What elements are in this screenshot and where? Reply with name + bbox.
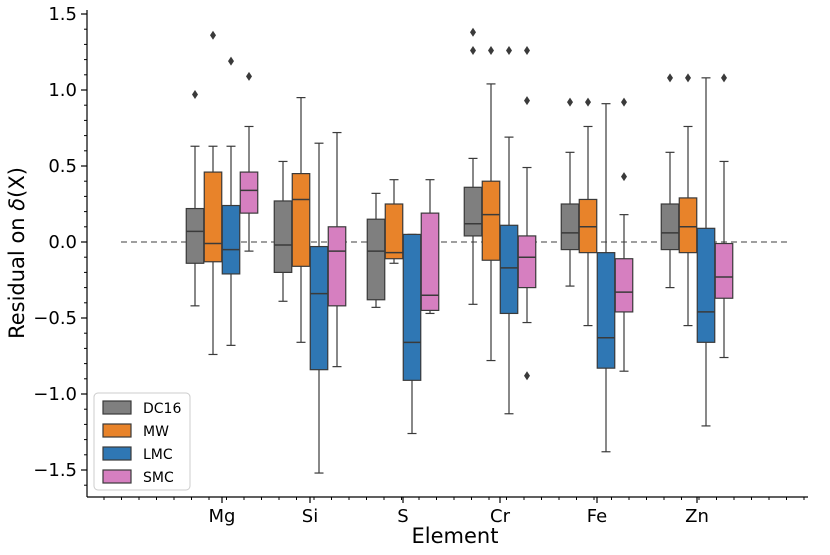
- y-tick-label: 0.0: [48, 232, 77, 253]
- box-iqr: [596, 252, 616, 369]
- plot-area: 1.5 1.0 0.5 0.0 −0.5 −1.0 −1.5 Mg Si S Cr Fe Zn: [33, 4, 808, 527]
- legend-swatch-LMC: [102, 446, 132, 461]
- box-DC16-Mg: [185, 90, 205, 307]
- y-tick-label: −1.5: [33, 460, 77, 481]
- y-tick-label: 1.5: [48, 4, 77, 25]
- x-tick-label: Si: [302, 506, 318, 527]
- legend-swatch-SMC: [102, 469, 132, 484]
- box-iqr: [291, 173, 311, 267]
- box-LMC-Mg: [221, 56, 241, 346]
- outlier-point: [210, 30, 216, 40]
- box-MW-S: [384, 179, 404, 264]
- box-iqr: [402, 233, 422, 381]
- x-tick-label: Cr: [490, 506, 511, 527]
- box-iqr: [678, 197, 698, 254]
- box-LMC-S: [402, 233, 422, 435]
- box-iqr: [273, 200, 293, 274]
- y-tick-label: 0.5: [48, 156, 77, 177]
- box-SMC-S: [420, 179, 440, 315]
- outlier-point: [685, 73, 691, 83]
- box-MW-Cr: [481, 45, 501, 362]
- box-iqr: [203, 171, 223, 263]
- x-axis-title: Element: [412, 524, 499, 548]
- box-SMC-Zn: [714, 73, 734, 359]
- legend-label-DC16: DC16: [143, 401, 181, 417]
- box-iqr: [481, 180, 501, 261]
- x-tick-label: Zn: [685, 506, 709, 527]
- box-iqr: [578, 198, 598, 254]
- y-tick-label: 1.0: [48, 80, 77, 101]
- box-MW-Si: [291, 96, 311, 343]
- box-MW-Zn: [678, 73, 698, 327]
- legend-swatch-DC16: [102, 400, 132, 415]
- legend-label-LMC: LMC: [143, 447, 173, 463]
- box-iqr: [560, 203, 580, 251]
- box-LMC-Zn: [696, 77, 716, 427]
- box-iqr: [499, 224, 519, 315]
- outlier-point: [246, 71, 252, 81]
- outlier-point: [721, 73, 727, 83]
- outlier-point: [621, 97, 627, 107]
- legend-frame: [93, 392, 191, 491]
- outlier-point: [524, 45, 530, 55]
- box-LMC-Cr: [499, 45, 519, 415]
- box-iqr: [714, 242, 734, 299]
- box-MW-Fe: [578, 97, 598, 327]
- outlier-point: [585, 97, 591, 107]
- box-iqr: [221, 204, 241, 275]
- box-LMC-Si: [309, 142, 329, 474]
- box-MW-Mg: [203, 30, 223, 356]
- outlier-point: [506, 45, 512, 55]
- outlier-point: [524, 371, 530, 381]
- legend: DC16 MW LMC SMC: [93, 392, 191, 491]
- box-iqr: [366, 218, 386, 301]
- box-LMC-Fe: [596, 103, 616, 453]
- box-DC16-Cr: [463, 27, 483, 305]
- x-tick-label: Mg: [209, 506, 236, 527]
- box-iqr: [463, 186, 483, 237]
- x-tick-label: Fe: [587, 506, 607, 527]
- box-DC16-Si: [273, 160, 293, 302]
- outlier-point: [488, 45, 494, 55]
- y-tick-label: −0.5: [33, 308, 77, 329]
- box-iqr: [239, 171, 259, 214]
- x-tick-label: S: [397, 506, 408, 527]
- legend-label-MW: MW: [143, 424, 169, 440]
- box-SMC-Fe: [614, 97, 634, 372]
- legend-label-SMC: SMC: [143, 470, 174, 486]
- box-iqr: [517, 235, 537, 289]
- y-axis-title: Residual on δ(X): [5, 167, 29, 339]
- box-iqr: [420, 212, 440, 311]
- box-DC16-S: [366, 192, 386, 308]
- box-DC16-Fe: [560, 97, 580, 287]
- box-iqr: [696, 227, 716, 343]
- box-SMC-Si: [327, 131, 347, 368]
- outlier-point: [567, 97, 573, 107]
- outlier-point: [228, 56, 234, 66]
- outlier-point: [192, 90, 198, 100]
- box-iqr: [660, 203, 680, 251]
- box-iqr: [384, 203, 404, 260]
- outlier-point: [524, 96, 530, 106]
- box-DC16-Zn: [660, 73, 680, 289]
- y-tick-label: −1.0: [33, 384, 77, 405]
- outlier-point: [621, 172, 627, 182]
- box-iqr: [614, 258, 634, 313]
- outlier-point: [470, 27, 476, 37]
- outlier-point: [470, 45, 476, 55]
- box-iqr: [185, 207, 205, 264]
- box-SMC-Mg: [239, 71, 259, 252]
- box-SMC-Cr: [517, 45, 537, 381]
- box-iqr: [327, 226, 347, 307]
- legend-swatch-MW: [102, 423, 132, 438]
- outlier-point: [667, 73, 673, 83]
- box-iqr: [309, 245, 329, 371]
